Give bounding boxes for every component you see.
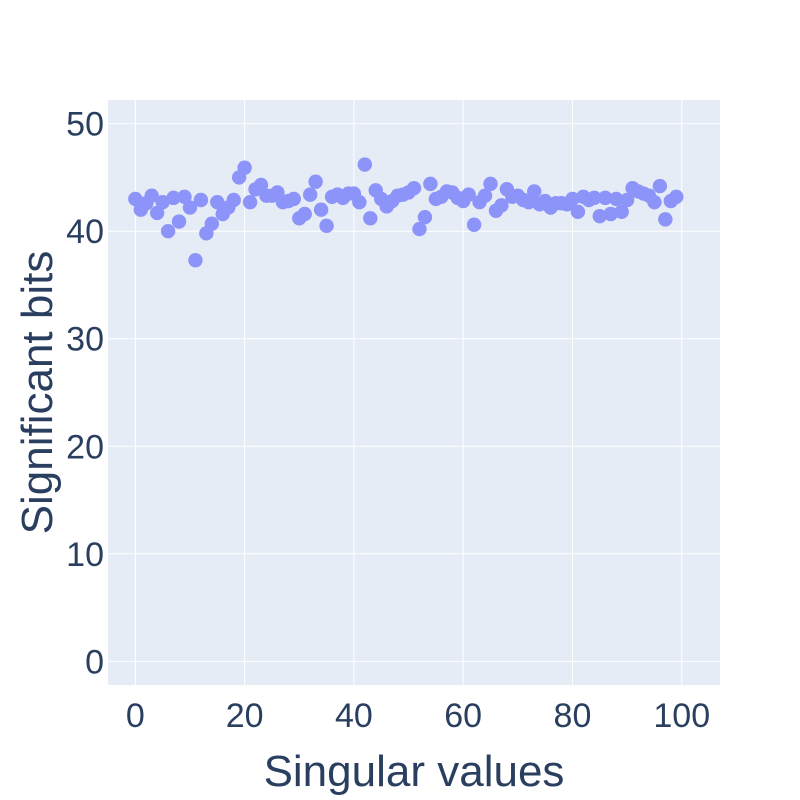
data-point bbox=[614, 204, 629, 220]
y-tick-label: 0 bbox=[85, 643, 104, 681]
data-point bbox=[423, 176, 438, 192]
x-tick-label: 60 bbox=[444, 697, 482, 735]
data-point bbox=[319, 218, 334, 234]
data-point bbox=[302, 187, 318, 202]
data-point bbox=[357, 157, 373, 172]
data-point bbox=[592, 208, 607, 224]
data-point bbox=[477, 188, 493, 203]
data-point bbox=[587, 190, 602, 206]
data-point bbox=[466, 217, 482, 232]
data-point bbox=[182, 200, 198, 215]
data-point bbox=[669, 189, 684, 204]
y-tick-labels: 0 10 20 30 40 50 bbox=[66, 106, 104, 682]
y-tick-label: 30 bbox=[66, 321, 104, 359]
y-axis-title: Significant bits bbox=[13, 251, 62, 535]
data-point bbox=[210, 194, 225, 210]
data-point bbox=[527, 184, 542, 199]
data-point bbox=[619, 192, 635, 208]
data-point bbox=[603, 206, 618, 222]
data-point bbox=[204, 216, 220, 231]
data-point bbox=[608, 191, 624, 207]
data-point bbox=[521, 194, 536, 210]
x-tick-label: 40 bbox=[335, 697, 373, 735]
x-tick-label: 0 bbox=[126, 697, 145, 735]
data-point bbox=[598, 190, 613, 206]
data-point bbox=[177, 189, 192, 204]
data-point bbox=[171, 214, 187, 229]
data-point bbox=[308, 174, 323, 189]
data-point bbox=[297, 206, 312, 222]
x-axis-title: Singular values bbox=[264, 747, 565, 796]
data-point bbox=[188, 253, 203, 268]
x-tick-labels: 0 20 40 60 80 100 bbox=[126, 697, 710, 735]
x-tick-label: 20 bbox=[226, 697, 264, 735]
data-point bbox=[237, 160, 252, 175]
data-point bbox=[363, 211, 378, 226]
data-point bbox=[155, 194, 170, 210]
data-point bbox=[412, 221, 427, 237]
data-point bbox=[352, 194, 367, 210]
data-point bbox=[160, 223, 176, 239]
data-point bbox=[286, 191, 301, 207]
data-point bbox=[483, 176, 498, 192]
y-tick-label: 40 bbox=[66, 213, 104, 251]
y-tick-label: 10 bbox=[66, 536, 104, 574]
data-point bbox=[226, 192, 241, 208]
x-tick-label: 80 bbox=[554, 697, 592, 735]
x-tick-label: 100 bbox=[653, 697, 710, 735]
data-point bbox=[565, 191, 580, 207]
data-point bbox=[128, 191, 143, 207]
data-point bbox=[313, 202, 329, 217]
data-point bbox=[461, 187, 476, 202]
data-point bbox=[193, 192, 209, 208]
data-point bbox=[144, 188, 159, 203]
data-point bbox=[570, 204, 586, 220]
data-point bbox=[166, 190, 181, 206]
data-point bbox=[406, 180, 422, 196]
data-point bbox=[417, 210, 433, 225]
data-point bbox=[149, 205, 165, 221]
data-point bbox=[494, 198, 509, 213]
y-tick-label: 20 bbox=[66, 428, 104, 466]
data-point bbox=[652, 178, 668, 194]
data-point bbox=[253, 177, 269, 193]
data-point bbox=[647, 194, 662, 210]
data-point bbox=[242, 194, 258, 210]
data-points bbox=[128, 157, 684, 268]
data-point bbox=[658, 212, 673, 227]
y-tick-label: 50 bbox=[66, 106, 104, 144]
